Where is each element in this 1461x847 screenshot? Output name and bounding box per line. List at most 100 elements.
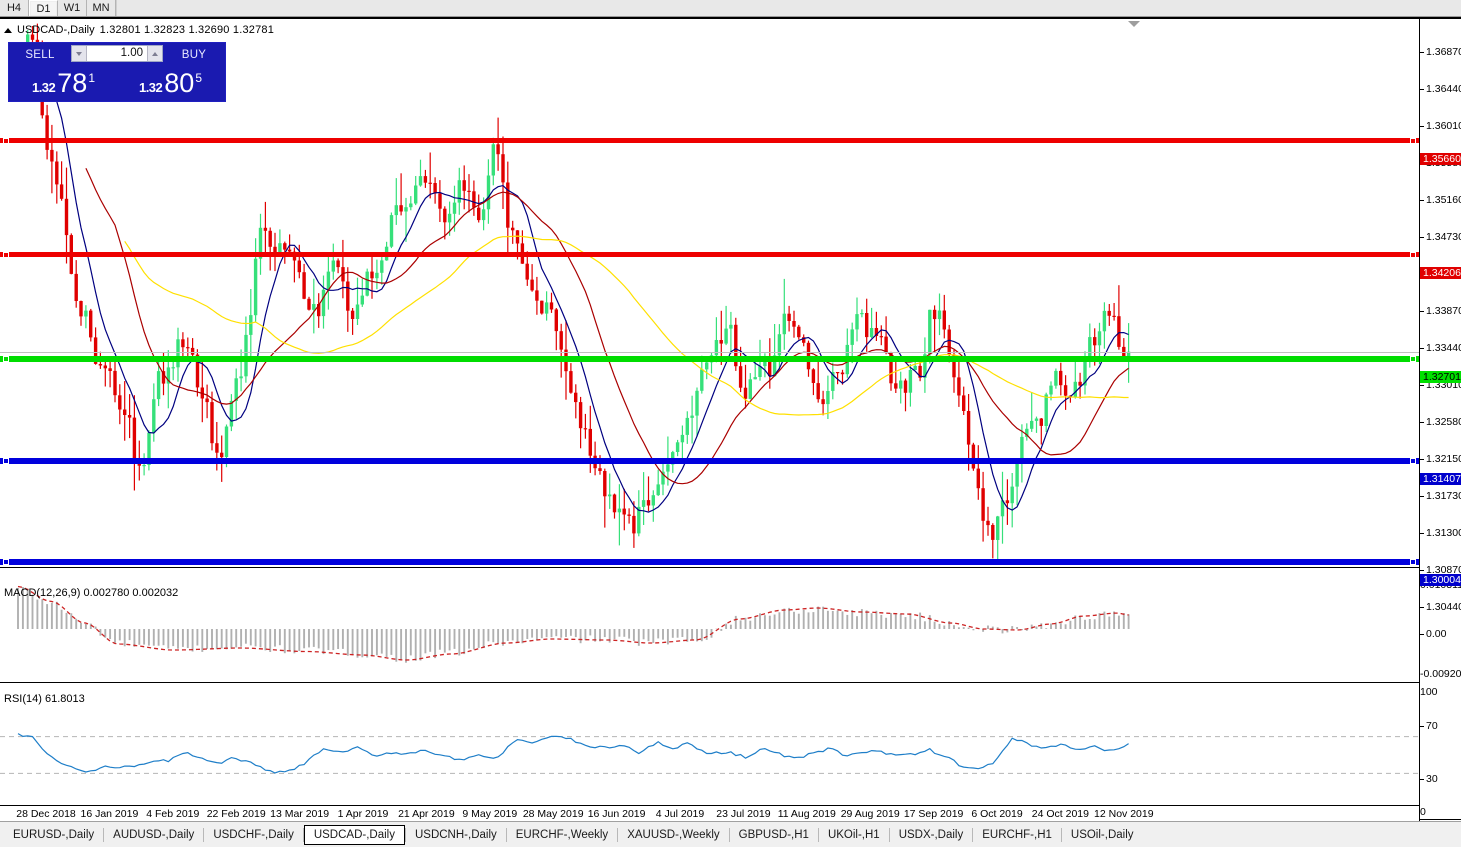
price-tag-blue: 1.31407 <box>1420 473 1461 485</box>
volume-increment-button[interactable] <box>147 46 162 61</box>
hline-resistance-1[interactable] <box>0 137 1419 144</box>
price-tick: 1.31300 <box>1420 528 1461 539</box>
hline-anchor-right[interactable] <box>1410 458 1416 464</box>
timeframe-toolbar: H4 D1 W1 MN <box>0 0 1461 17</box>
sell-price-prefix: 1.32 <box>31 80 56 95</box>
date-tick-label: 4 Jul 2019 <box>655 808 705 820</box>
trade-panel-quotes: 1.32 78 1 1.32 80 5 <box>9 64 225 101</box>
tab-separator <box>888 827 890 842</box>
symbol-tab-usdcaddaily[interactable]: USDCAD-,Daily <box>303 824 405 845</box>
volume-input[interactable]: 1.00 <box>71 45 163 62</box>
hline-anchor-left[interactable] <box>3 251 9 258</box>
tab-separator <box>972 827 974 842</box>
rsi-indicator-label: RSI(14) 61.8013 <box>4 693 85 705</box>
date-tick-label: 13 Mar 2019 <box>270 808 330 820</box>
timeframe-mn-label: MN <box>92 2 110 14</box>
price-axis-divider <box>1419 19 1420 822</box>
rsi-tick: 70 <box>1420 721 1438 732</box>
symbol-tab-eurchfweekly[interactable]: EURCHF-,Weekly <box>515 828 609 841</box>
symbol-tab-eurchfh1[interactable]: EURCHF-,H1 <box>982 828 1052 841</box>
date-tick-label: 1 Apr 2019 <box>337 808 389 820</box>
tab-separator <box>404 827 406 842</box>
timeframe-w1-label: W1 <box>63 2 81 14</box>
symbol-tab-xauusdweekly[interactable]: XAUUSD-,Weekly <box>627 828 720 841</box>
hline-anchor-right[interactable] <box>1410 356 1416 362</box>
chart-symbol-label: USDCAD-,Daily <box>17 24 95 36</box>
chart-title-bar: USDCAD-,Daily 1.32801 1.32823 1.32690 1.… <box>4 24 274 36</box>
hline-support-2[interactable] <box>0 559 1419 565</box>
symbol-tab-audusddaily[interactable]: AUDUSD-,Daily <box>113 828 195 841</box>
chart-shift-marker-icon[interactable] <box>1128 21 1140 27</box>
hline-anchor-left[interactable] <box>3 137 9 144</box>
price-pane[interactable] <box>0 19 1419 566</box>
symbol-tab-eurusddaily[interactable]: EURUSD-,Daily <box>13 828 95 841</box>
hline-anchor-left[interactable] <box>3 458 9 464</box>
price-tick: 1.32150 <box>1420 454 1461 465</box>
date-tick-label: 23 Jul 2019 <box>716 808 771 820</box>
hline-anchor-right[interactable] <box>1410 251 1416 258</box>
price-tick: 1.36870 <box>1420 47 1461 58</box>
volume-decrement-button[interactable] <box>72 46 87 61</box>
macd-series <box>17 585 1130 663</box>
hline-anchor-right[interactable] <box>1410 559 1416 565</box>
tab-separator <box>617 827 619 842</box>
price-tick: 1.33010 <box>1420 380 1461 391</box>
toolbar-empty-area <box>116 0 1461 16</box>
hline-support-1[interactable] <box>0 458 1419 464</box>
chart-ohlc-values: 1.32801 1.32823 1.32690 1.32781 <box>99 24 275 36</box>
symbol-tab-bar[interactable]: EURUSD-,Daily AUDUSD-,Daily USDCHF-,Daily U… <box>0 821 1461 847</box>
date-tick-label: 17 Sep 2019 <box>903 808 964 820</box>
symbol-tab-usdcnhdaily[interactable]: USDCNH-,Daily <box>414 828 497 841</box>
date-tick-label: 22 Feb 2019 <box>206 808 266 820</box>
timeframe-h4-label: H4 <box>6 2 22 14</box>
date-tick-label: 11 Aug 2019 <box>777 808 836 820</box>
tab-separator <box>203 827 205 842</box>
hline-anchor-left[interactable] <box>3 559 9 565</box>
date-tick-label: 6 Oct 2019 <box>971 808 1023 820</box>
buy-price-button[interactable]: 1.32 80 5 <box>119 64 222 98</box>
timeframe-h4[interactable]: H4 <box>0 0 29 16</box>
hline-resistance-2[interactable] <box>0 251 1419 258</box>
timeframe-mn[interactable]: MN <box>87 0 116 16</box>
one-click-trading-panel[interactable]: SELL 1.00 BUY 1.32 78 1 1.32 80 5 <box>8 42 226 102</box>
rsi-pane[interactable] <box>0 684 1419 805</box>
sell-price-button[interactable]: 1.32 78 1 <box>12 64 115 98</box>
tab-separator <box>302 827 304 842</box>
chevron-down-icon <box>76 51 82 56</box>
symbol-tab-gbpusdh1[interactable]: GBPUSD-,H1 <box>738 828 809 841</box>
price-tick: 1.34730 <box>1420 232 1461 243</box>
price-tag-red: 1.35660 <box>1420 153 1461 165</box>
price-gridline <box>0 352 1419 353</box>
symbol-tab-ukoilh1[interactable]: UKOil-,H1 <box>827 828 880 841</box>
pane-separator-2[interactable] <box>0 682 1419 683</box>
timeframe-w1[interactable]: W1 <box>58 0 87 16</box>
price-tag-blue: 1.30004 <box>1420 574 1461 586</box>
tab-separator <box>728 827 730 842</box>
symbol-tab-usoildaily[interactable]: USOil-,Daily <box>1070 828 1134 841</box>
symbol-tab-usdchfdaily[interactable]: USDCHF-,Daily <box>213 828 294 841</box>
price-tick: 1.36440 <box>1420 84 1461 95</box>
sell-button-label[interactable]: SELL <box>25 48 55 61</box>
symbol-tab-usdxdaily[interactable]: USDX-,Daily <box>898 828 964 841</box>
hline-anchor-left[interactable] <box>3 356 9 362</box>
sell-price-big: 78 <box>57 68 88 98</box>
date-tick-label: 29 Aug 2019 <box>840 808 900 820</box>
trade-panel-top-row: SELL 1.00 BUY <box>9 43 225 64</box>
collapse-triangle-icon[interactable] <box>4 27 12 33</box>
chevron-up-icon <box>152 51 158 56</box>
price-axis[interactable]: 1.368701.364401.360101.355801.351601.347… <box>1420 19 1461 822</box>
date-tick-label: 16 Jun 2019 <box>587 808 646 820</box>
hline-current-price[interactable] <box>0 356 1419 362</box>
pane-separator-1[interactable] <box>0 567 1419 568</box>
timeframe-d1[interactable]: D1 <box>29 0 58 16</box>
rsi-tick: 30 <box>1420 774 1438 785</box>
chart-canvas[interactable]: USDCAD-,Daily 1.32801 1.32823 1.32690 1.… <box>0 17 1461 822</box>
hline-anchor-right[interactable] <box>1410 137 1416 144</box>
price-tick: 1.35160 <box>1420 195 1461 206</box>
date-tick-label: 24 Oct 2019 <box>1031 808 1089 820</box>
volume-value[interactable]: 1.00 <box>120 47 143 59</box>
tab-separator <box>103 827 105 842</box>
price-tick: 1.30440 <box>1420 602 1461 613</box>
buy-button-label[interactable]: BUY <box>181 48 207 61</box>
macd-pane[interactable] <box>0 568 1419 681</box>
